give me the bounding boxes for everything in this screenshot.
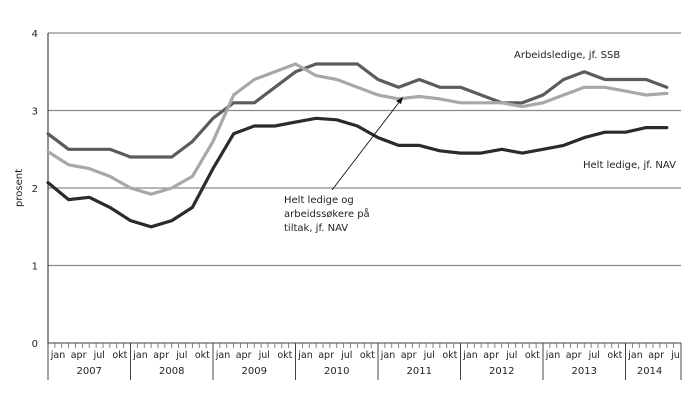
y-axis-tick-labels: 0 1 2 3 4	[32, 29, 38, 350]
x-month-label: okt	[525, 350, 540, 361]
label-line-3: tiltak, jf. NAV	[284, 223, 348, 234]
label-line-1: Helt ledige og	[284, 195, 354, 206]
x-month-label: apr	[318, 350, 334, 361]
x-year-label: 2013	[572, 366, 597, 377]
horizontal-gridlines	[48, 32, 681, 267]
x-month-label: apr	[566, 350, 582, 361]
x-year-label: 2012	[489, 366, 514, 377]
arrowhead-icon	[396, 97, 403, 104]
x-year-label: 2010	[324, 366, 349, 377]
x-month-label: jul	[588, 350, 600, 361]
x-month-label: jul	[258, 350, 270, 361]
x-month-label: jul	[670, 350, 682, 361]
x-month-label: jul	[93, 350, 105, 361]
x-month-label: jan	[50, 350, 65, 361]
x-month-label: jul	[340, 350, 352, 361]
data-series	[46, 62, 669, 229]
y-tick-label: 2	[32, 184, 38, 195]
x-year-label: 2007	[77, 366, 102, 377]
x-month-label: jan	[462, 350, 477, 361]
series-line-0	[46, 62, 669, 159]
x-month-label: apr	[71, 350, 87, 361]
x-month-label: jan	[297, 350, 312, 361]
y-tick-label: 3	[32, 107, 38, 118]
annotation-arrow	[331, 97, 403, 191]
label-line-2: arbeidssøkere på	[284, 207, 370, 220]
y-axis-label: prosent	[14, 169, 25, 207]
label-helt-ledige-og-tiltak: Helt ledige og arbeidssøkere på tiltak, …	[284, 195, 370, 234]
x-month-label: okt	[112, 350, 127, 361]
x-month-label: okt	[277, 350, 292, 361]
x-year-label: 2014	[637, 366, 662, 377]
x-month-label: jul	[423, 350, 435, 361]
x-month-label: jan	[380, 350, 395, 361]
x-month-label: okt	[360, 350, 375, 361]
x-month-label: apr	[648, 350, 664, 361]
x-month-label: jul	[175, 350, 187, 361]
x-month-label: apr	[483, 350, 499, 361]
x-year-label: 2011	[407, 366, 432, 377]
x-month-label: okt	[442, 350, 457, 361]
x-month-label: jan	[215, 350, 230, 361]
x-month-label: okt	[607, 350, 622, 361]
y-tick-label: 1	[32, 262, 38, 273]
y-tick-label: 4	[32, 29, 38, 40]
x-year-label: 2008	[159, 366, 184, 377]
x-month-label: jan	[132, 350, 147, 361]
x-year-label: 2009	[242, 366, 267, 377]
x-month-label: okt	[195, 350, 210, 361]
x-month-label: jan	[545, 350, 560, 361]
series-line-1	[46, 62, 669, 196]
series-line-2	[46, 116, 669, 229]
x-month-label: jan	[627, 350, 642, 361]
x-month-label: apr	[401, 350, 417, 361]
x-month-label: jul	[505, 350, 517, 361]
label-ssb: Arbeidsledige, jf. SSB	[514, 50, 620, 61]
y-tick-label: 0	[32, 339, 38, 350]
label-helt-ledige-nav: Helt ledige, jf. NAV	[583, 160, 676, 171]
x-month-label: apr	[236, 350, 252, 361]
x-month-label: apr	[153, 350, 169, 361]
